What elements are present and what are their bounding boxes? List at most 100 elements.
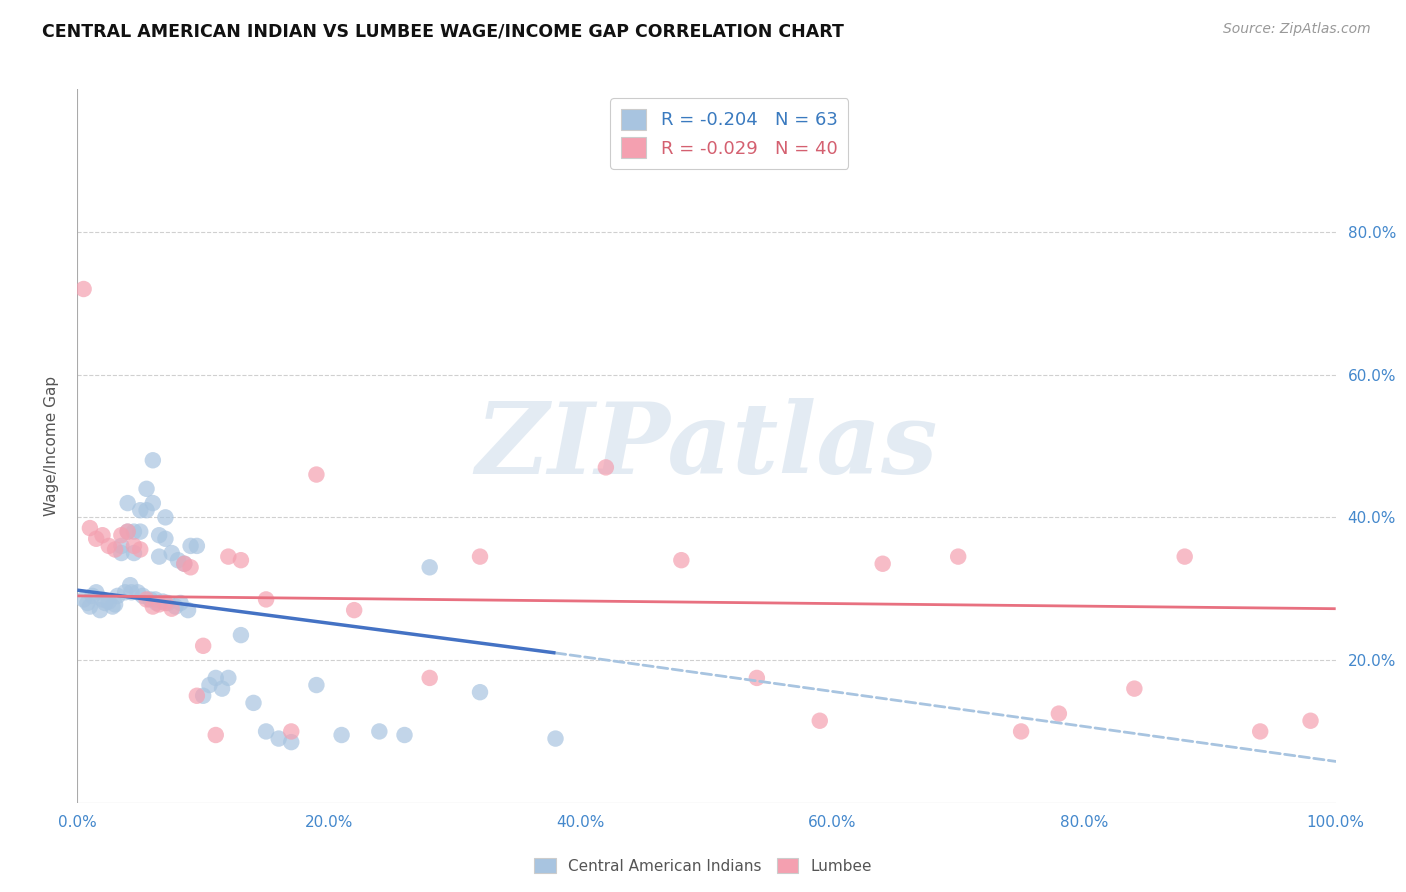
Point — [1123, 681, 1146, 696]
Point — [229, 628, 252, 642]
Point — [280, 724, 302, 739]
Point — [173, 557, 195, 571]
Text: ZIPatlas: ZIPatlas — [475, 398, 938, 494]
Point — [72, 282, 94, 296]
Point — [135, 592, 157, 607]
Point — [165, 599, 187, 614]
Point — [671, 553, 693, 567]
Point — [745, 671, 768, 685]
Point — [145, 596, 167, 610]
Point — [254, 592, 277, 607]
Point — [117, 496, 139, 510]
Point — [204, 728, 226, 742]
Point — [104, 598, 127, 612]
Point — [120, 585, 142, 599]
Point — [122, 524, 145, 539]
Point — [1010, 724, 1032, 739]
Point — [254, 724, 277, 739]
Point — [82, 589, 104, 603]
Point — [156, 596, 179, 610]
Point — [160, 546, 183, 560]
Point — [169, 596, 191, 610]
Point — [122, 539, 145, 553]
Point — [104, 542, 127, 557]
Point — [267, 731, 290, 746]
Point — [91, 592, 114, 607]
Point — [135, 503, 157, 517]
Text: CENTRAL AMERICAN INDIAN VS LUMBEE WAGE/INCOME GAP CORRELATION CHART: CENTRAL AMERICAN INDIAN VS LUMBEE WAGE/I… — [42, 22, 844, 40]
Point — [148, 549, 170, 564]
Point — [139, 592, 162, 607]
Point — [217, 671, 239, 685]
Point — [343, 603, 366, 617]
Legend: Central American Indians, Lumbee: Central American Indians, Lumbee — [529, 852, 877, 880]
Point — [468, 685, 491, 699]
Point — [160, 601, 183, 615]
Point — [79, 599, 101, 614]
Point — [152, 594, 174, 608]
Point — [142, 599, 165, 614]
Point — [94, 596, 117, 610]
Point — [173, 557, 195, 571]
Point — [191, 689, 215, 703]
Point — [305, 467, 328, 482]
Text: Source: ZipAtlas.com: Source: ZipAtlas.com — [1223, 22, 1371, 37]
Point — [155, 596, 177, 610]
Point — [242, 696, 264, 710]
Point — [127, 585, 149, 599]
Point — [204, 671, 226, 685]
Point — [76, 596, 98, 610]
Point — [148, 528, 170, 542]
Point — [330, 728, 353, 742]
Point — [110, 546, 132, 560]
Point — [84, 532, 107, 546]
Point — [114, 585, 136, 599]
Point — [84, 585, 107, 599]
Point — [129, 524, 152, 539]
Point — [217, 549, 239, 564]
Point — [89, 603, 111, 617]
Point — [110, 528, 132, 542]
Point — [186, 689, 208, 703]
Point — [186, 539, 208, 553]
Y-axis label: Wage/Income Gap: Wage/Income Gap — [44, 376, 59, 516]
Point — [155, 532, 177, 546]
Point — [211, 681, 233, 696]
Point — [305, 678, 328, 692]
Point — [180, 560, 202, 574]
Point — [280, 735, 302, 749]
Point — [808, 714, 831, 728]
Point — [117, 524, 139, 539]
Point — [595, 460, 617, 475]
Point — [91, 528, 114, 542]
Point — [229, 553, 252, 567]
Point — [948, 549, 970, 564]
Point — [79, 521, 101, 535]
Point — [101, 599, 124, 614]
Point — [120, 578, 142, 592]
Point — [129, 503, 152, 517]
Point — [468, 549, 491, 564]
Point — [419, 560, 441, 574]
Point — [544, 731, 567, 746]
Point — [122, 546, 145, 560]
Point — [177, 603, 200, 617]
Point — [368, 724, 391, 739]
Point — [97, 594, 120, 608]
Point — [143, 592, 166, 607]
Point — [394, 728, 416, 742]
Point — [167, 553, 190, 567]
Point — [142, 453, 165, 467]
Legend: R = -0.204   N = 63, R = -0.029   N = 40: R = -0.204 N = 63, R = -0.029 N = 40 — [610, 98, 848, 169]
Point — [148, 598, 170, 612]
Point — [97, 539, 120, 553]
Point — [198, 678, 221, 692]
Point — [142, 496, 165, 510]
Point — [191, 639, 215, 653]
Point — [180, 539, 202, 553]
Point — [107, 589, 129, 603]
Point — [1174, 549, 1197, 564]
Point — [1047, 706, 1070, 721]
Point — [155, 510, 177, 524]
Point — [135, 482, 157, 496]
